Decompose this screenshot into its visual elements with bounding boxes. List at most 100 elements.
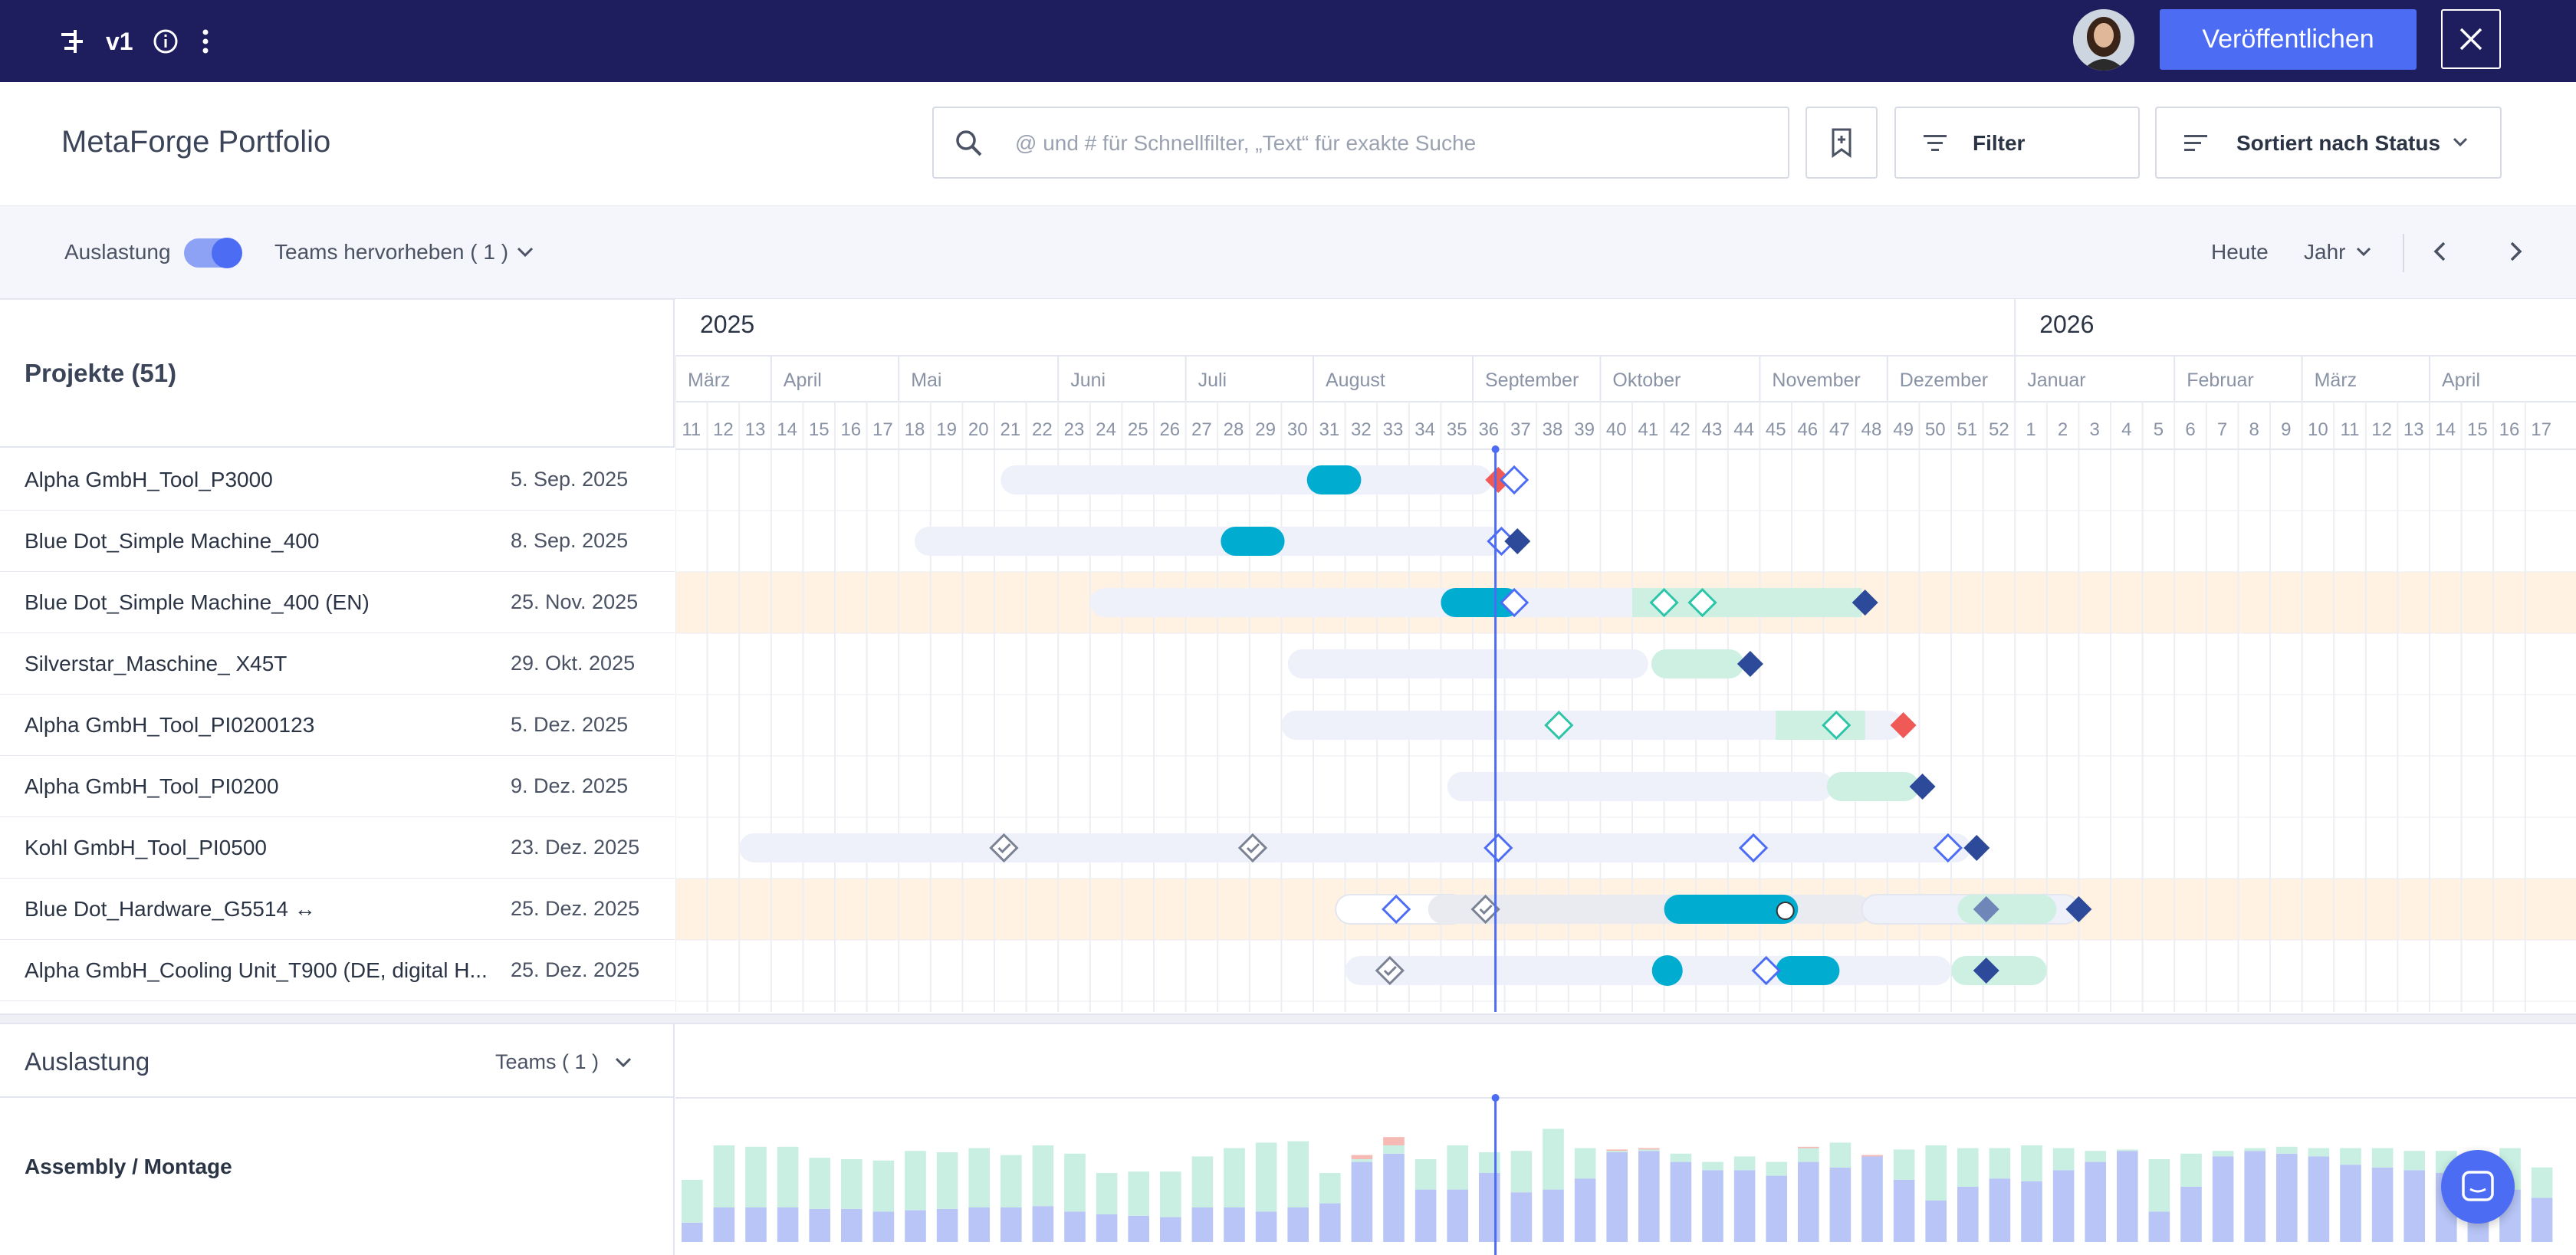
search-box[interactable] <box>932 107 1789 179</box>
project-row[interactable]: Alpha GmbH_Tool_P3000 5. Sep. 2025 <box>0 449 675 511</box>
previous-period-button[interactable] <box>2427 238 2453 264</box>
utilization-bar-allocated <box>1479 1173 1500 1242</box>
chat-button[interactable] <box>2441 1150 2515 1224</box>
week-label: 17 <box>872 419 893 440</box>
project-row[interactable]: Blue Dot_Hardware_G5514 ↔ 25. Dez. 2025 <box>0 879 675 940</box>
project-row[interactable]: Alpha GmbH_Tool_PI0200123 5. Dez. 2025 <box>0 695 675 756</box>
panel-resize-handle[interactable] <box>0 1014 2576 1024</box>
phase-bar <box>1664 895 1799 924</box>
user-avatar[interactable] <box>2073 9 2134 71</box>
utilization-bar-free <box>1319 1173 1341 1204</box>
week-label: 15 <box>2467 419 2488 440</box>
check-icon <box>1479 904 1493 915</box>
projects-header: Projekte (51) <box>0 299 675 448</box>
chevron-down-icon[interactable] <box>2355 246 2372 257</box>
week-label: 34 <box>1414 419 1435 440</box>
milestone-deadline <box>1963 835 1990 861</box>
saved-views-button[interactable] <box>1806 107 1878 179</box>
utilization-bar-free <box>2117 1149 2138 1152</box>
week-label: 41 <box>1638 419 1658 440</box>
utilization-bar-allocated <box>713 1207 735 1242</box>
project-row[interactable]: Blue Dot_Simple Machine_400 8. Sep. 2025 <box>0 511 675 572</box>
utilization-bar-allocated <box>1893 1180 1915 1242</box>
project-row[interactable]: Blue Dot_Simple Machine_400 (EN) 25. Nov.… <box>0 572 675 633</box>
utilization-bar-allocated <box>1510 1192 1533 1242</box>
info-icon[interactable] <box>152 28 179 55</box>
week-label: 5 <box>2154 419 2164 440</box>
utilization-bar-free <box>2340 1148 2361 1165</box>
project-due-date: 23. Dez. 2025 <box>511 836 640 859</box>
project-due-date: 5. Dez. 2025 <box>511 713 629 736</box>
timeline-toolbar: Auslastung Teams hervorheben ( 1 ) Heute… <box>0 206 2576 300</box>
week-label: 43 <box>1702 419 1723 440</box>
project-structure-icon[interactable] <box>58 28 87 54</box>
project-bar <box>739 833 1970 862</box>
utilization-bar-free <box>841 1159 863 1209</box>
utilization-bar-free <box>1191 1156 1214 1207</box>
month-label: Februar <box>2187 370 2254 391</box>
project-name: Blue Dot_Simple Machine_400 <box>25 529 320 553</box>
utilization-title: Auslastung <box>25 1047 150 1076</box>
week-label: 4 <box>2121 419 2131 440</box>
utilization-bar-free <box>1128 1171 1149 1216</box>
week-label: 27 <box>1191 419 1212 440</box>
week-label: 40 <box>1606 419 1627 440</box>
utilization-bar-free <box>1096 1173 1118 1214</box>
milestone-marker <box>1933 833 1963 863</box>
today-button[interactable]: Heute <box>2211 240 2269 264</box>
project-row[interactable]: Silverstar_Maschine_ X45T 29. Okt. 2025 <box>0 633 675 695</box>
teams-highlight-dropdown[interactable]: Teams hervorheben ( 1 ) <box>274 240 509 264</box>
project-row[interactable]: Kohl GmbH_Tool_PI0500 23. Dez. 2025 <box>0 817 675 879</box>
utilization-bar-free <box>1064 1153 1086 1212</box>
close-icon <box>2459 28 2482 51</box>
search-input[interactable] <box>1014 125 1753 162</box>
check-icon <box>1246 843 1260 854</box>
sort-button[interactable]: Sortiert nach Status <box>2155 107 2502 179</box>
close-button[interactable] <box>2441 9 2501 69</box>
utilization-bar-allocated <box>1319 1203 1341 1242</box>
more-options-icon[interactable] <box>198 28 213 55</box>
utilization-bar-allocated <box>1414 1189 1437 1242</box>
drag-cursor-icon <box>1776 902 1795 920</box>
today-marker <box>1491 1094 1500 1102</box>
phase-bar <box>1776 956 1840 985</box>
chevron-down-icon[interactable] <box>613 1056 633 1069</box>
sort-label: Sortiert nach Status <box>2236 131 2441 155</box>
utilization-bar-allocated <box>1128 1215 1149 1242</box>
utilization-bar-allocated <box>2212 1156 2234 1242</box>
utilization-bar-allocated <box>2371 1167 2394 1242</box>
milestone-marker <box>1382 894 1411 925</box>
week-label: 37 <box>1510 419 1531 440</box>
utilization-bar-allocated <box>1638 1151 1660 1242</box>
zoom-select[interactable]: Jahr <box>2304 240 2346 264</box>
month-label: März <box>2315 370 2358 391</box>
week-label: 6 <box>2185 419 2195 440</box>
milestone-marker <box>1751 955 1781 986</box>
next-period-button[interactable] <box>2502 238 2528 264</box>
utilization-bar-allocated <box>841 1208 863 1242</box>
teams-dropdown[interactable]: Teams ( 1 ) <box>495 1050 600 1073</box>
publish-button[interactable]: Veröffentlichen <box>2160 9 2417 70</box>
project-bar <box>1345 956 1951 985</box>
week-label: 50 <box>1925 419 1946 440</box>
week-label: 16 <box>2499 419 2520 440</box>
project-due-date: 25. Dez. 2025 <box>511 897 640 920</box>
utilization-bar-allocated <box>809 1208 830 1242</box>
chevron-down-icon[interactable] <box>515 246 535 258</box>
project-row[interactable]: Alpha GmbH_Cooling Unit_T900 (DE, digita… <box>0 940 675 1001</box>
utilization-bar-free <box>1829 1142 1852 1168</box>
week-label: 44 <box>1733 419 1754 440</box>
utilization-bar-over <box>1351 1155 1373 1159</box>
week-label: 1 <box>2026 419 2036 440</box>
filter-button[interactable]: Filter <box>1894 107 2140 179</box>
utilization-bar-free <box>2531 1167 2553 1198</box>
project-row[interactable]: Alpha GmbH_Tool_PI0200 9. Dez. 2025 <box>0 756 675 817</box>
week-label: 13 <box>2404 419 2424 440</box>
utilization-bar-free <box>1032 1145 1054 1207</box>
utilization-bar-allocated <box>2117 1151 2138 1242</box>
utilization-bar-allocated <box>2308 1156 2330 1242</box>
utilization-toggle[interactable] <box>184 238 242 268</box>
version-label[interactable]: v1 <box>106 27 133 55</box>
month-label: September <box>1485 370 1579 391</box>
week-label: 7 <box>2217 419 2227 440</box>
